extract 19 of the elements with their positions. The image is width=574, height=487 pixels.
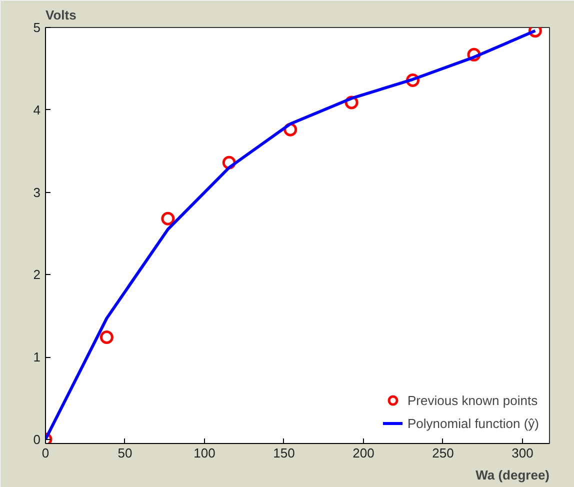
legend-label: Polynomial function (ŷ) bbox=[408, 416, 539, 430]
x-tick-label: 100 bbox=[194, 446, 216, 460]
legend-label: Previous known points bbox=[408, 392, 538, 408]
y-tick-label: 5 bbox=[33, 20, 41, 35]
y-axis-title: Volts bbox=[46, 8, 76, 22]
y-tick-label: 2 bbox=[33, 267, 41, 282]
x-axis-title: Wa (degree) bbox=[476, 468, 550, 482]
y-tick-label: 0 bbox=[33, 432, 41, 447]
x-tick-label: 150 bbox=[273, 446, 295, 460]
line-series bbox=[46, 29, 537, 441]
x-tick-label: 200 bbox=[352, 446, 374, 460]
y-tick-label: 3 bbox=[33, 184, 41, 200]
x-tick-label: 50 bbox=[118, 446, 132, 460]
x-tick-label: 300 bbox=[512, 446, 534, 460]
y-tick-label: 1 bbox=[33, 350, 41, 365]
y-tick-label: 4 bbox=[33, 102, 41, 118]
point bbox=[161, 212, 175, 226]
point bbox=[100, 330, 114, 344]
x-tick-label: 250 bbox=[432, 446, 454, 460]
